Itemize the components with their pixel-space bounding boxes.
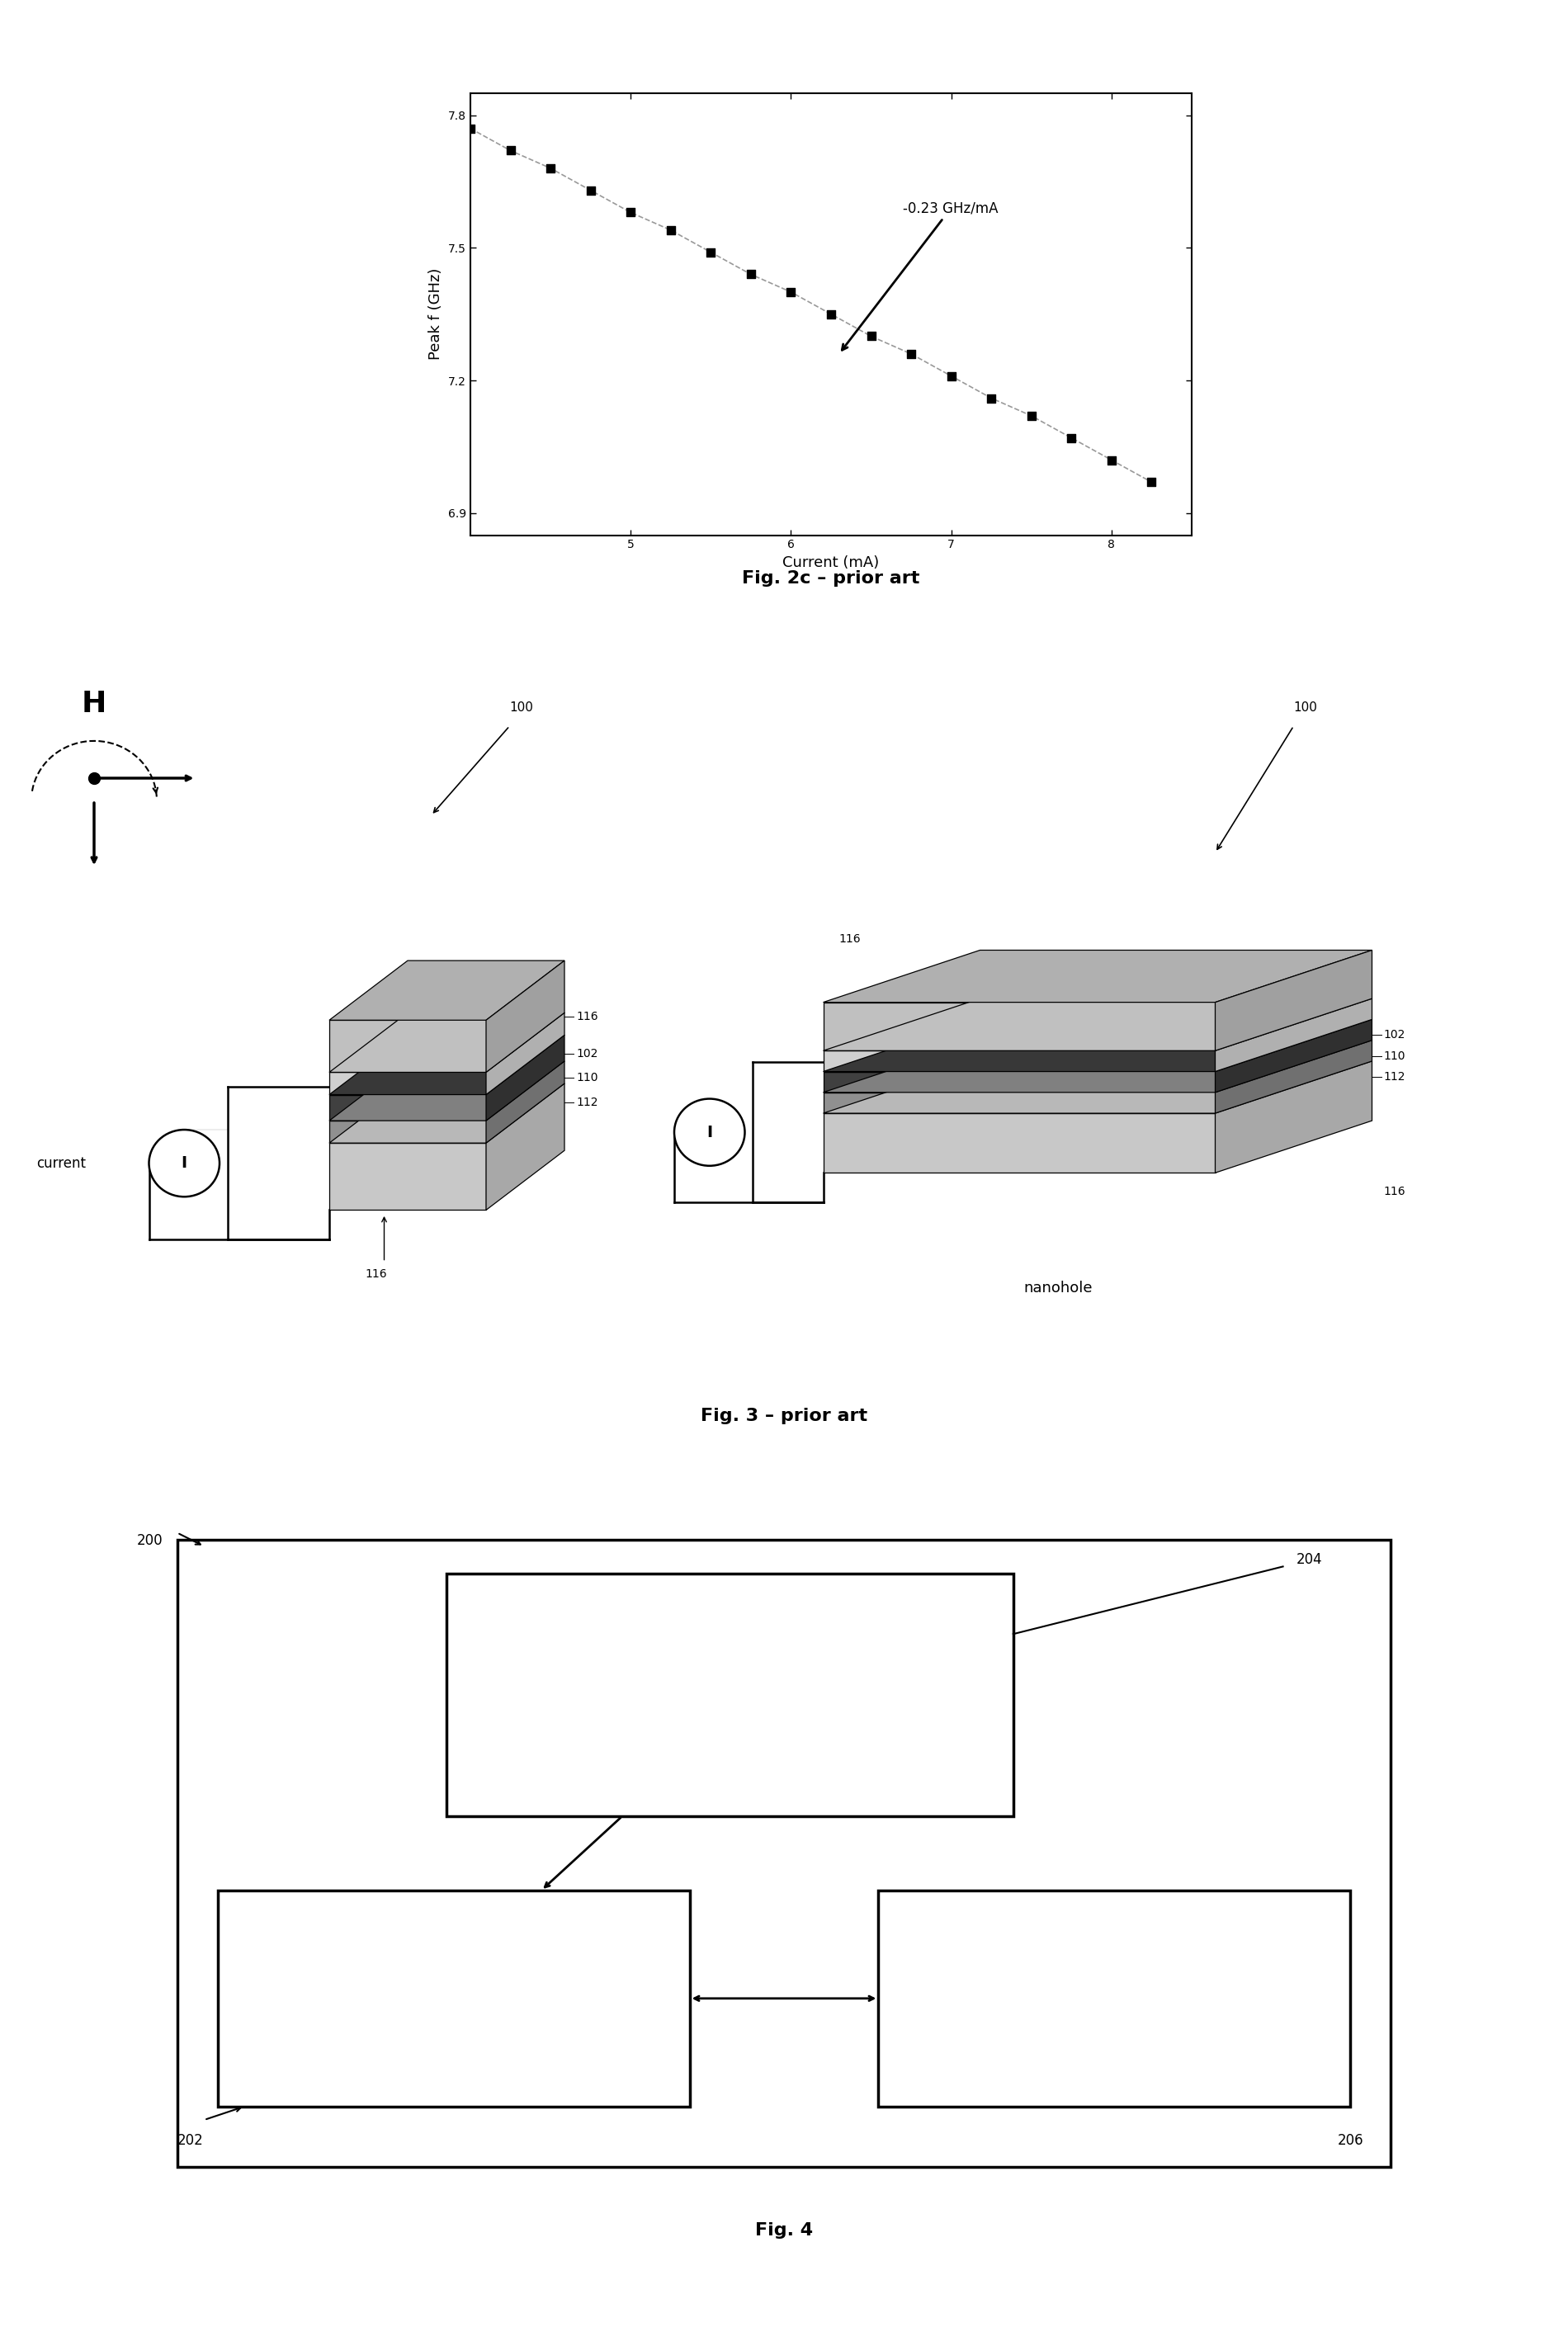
Polygon shape xyxy=(486,1012,564,1094)
Point xyxy=(659,212,684,249)
Text: Fig. 4: Fig. 4 xyxy=(756,2222,812,2239)
Polygon shape xyxy=(823,1040,1372,1091)
Polygon shape xyxy=(329,1073,486,1094)
Polygon shape xyxy=(329,1019,486,1073)
Polygon shape xyxy=(486,1084,564,1210)
Text: 102: 102 xyxy=(1383,1029,1405,1040)
Text: 206: 206 xyxy=(1338,2134,1364,2148)
Point xyxy=(1019,398,1044,435)
Polygon shape xyxy=(823,1061,1372,1112)
Text: 116: 116 xyxy=(839,933,861,945)
Polygon shape xyxy=(486,1036,564,1122)
Point xyxy=(778,272,803,309)
Bar xyxy=(878,1890,1350,2106)
Polygon shape xyxy=(823,1019,1372,1070)
Polygon shape xyxy=(823,1052,1215,1070)
Polygon shape xyxy=(486,961,564,1073)
Text: 116: 116 xyxy=(1383,1187,1406,1198)
Point xyxy=(618,193,643,230)
Text: H: H xyxy=(82,689,107,717)
Polygon shape xyxy=(823,1112,1215,1173)
Polygon shape xyxy=(823,1091,1215,1112)
Text: 100: 100 xyxy=(1294,700,1317,714)
Polygon shape xyxy=(823,998,1372,1052)
Point xyxy=(978,379,1004,417)
Polygon shape xyxy=(329,1143,486,1210)
Text: current: current xyxy=(36,1157,86,1170)
Polygon shape xyxy=(329,1061,564,1122)
Text: 200: 200 xyxy=(136,1533,163,1547)
Point xyxy=(579,172,604,209)
Point xyxy=(1099,442,1124,479)
Text: 110: 110 xyxy=(577,1073,597,1084)
Point xyxy=(538,149,563,186)
Text: I: I xyxy=(707,1124,712,1140)
Bar xyxy=(447,1573,1013,1815)
Point xyxy=(458,109,483,147)
Point xyxy=(1058,419,1083,456)
Text: 204: 204 xyxy=(1297,1552,1322,1566)
Point xyxy=(739,256,764,293)
Y-axis label: Peak f (GHz): Peak f (GHz) xyxy=(428,268,444,361)
Text: Fig. 2c – prior art: Fig. 2c – prior art xyxy=(742,570,920,586)
Polygon shape xyxy=(823,1003,1215,1052)
Polygon shape xyxy=(1215,1040,1372,1112)
Text: 116: 116 xyxy=(577,1010,599,1022)
Polygon shape xyxy=(329,1036,564,1094)
Point xyxy=(698,233,723,270)
Text: I: I xyxy=(182,1157,187,1170)
Point xyxy=(859,316,884,354)
Point xyxy=(939,358,964,396)
Text: 202: 202 xyxy=(177,2134,204,2148)
Polygon shape xyxy=(329,1094,486,1122)
Text: nanohole: nanohole xyxy=(1024,1280,1093,1296)
Bar xyxy=(218,1890,690,2106)
Polygon shape xyxy=(1215,998,1372,1070)
Polygon shape xyxy=(1215,1019,1372,1091)
Text: 112: 112 xyxy=(1383,1070,1405,1082)
Polygon shape xyxy=(823,1070,1215,1091)
Polygon shape xyxy=(329,1012,564,1073)
Text: 100: 100 xyxy=(510,700,533,714)
Point xyxy=(898,335,924,372)
Circle shape xyxy=(149,1129,220,1196)
Polygon shape xyxy=(1215,1061,1372,1173)
Point xyxy=(499,133,524,170)
Circle shape xyxy=(674,1098,745,1166)
Polygon shape xyxy=(329,1084,564,1143)
Text: 112: 112 xyxy=(577,1096,597,1108)
Polygon shape xyxy=(329,1122,486,1143)
Polygon shape xyxy=(1215,949,1372,1052)
Text: 110: 110 xyxy=(1383,1049,1405,1061)
Point xyxy=(818,296,844,333)
Point xyxy=(1138,463,1163,500)
Text: Fig. 3 – prior art: Fig. 3 – prior art xyxy=(701,1408,867,1424)
Polygon shape xyxy=(329,961,564,1019)
Text: 102: 102 xyxy=(577,1047,597,1059)
Polygon shape xyxy=(823,949,1372,1003)
Text: -0.23 GHz/mA: -0.23 GHz/mA xyxy=(842,200,999,349)
Text: 116: 116 xyxy=(365,1268,387,1280)
Polygon shape xyxy=(486,1061,564,1143)
X-axis label: Current (mA): Current (mA) xyxy=(782,556,880,570)
